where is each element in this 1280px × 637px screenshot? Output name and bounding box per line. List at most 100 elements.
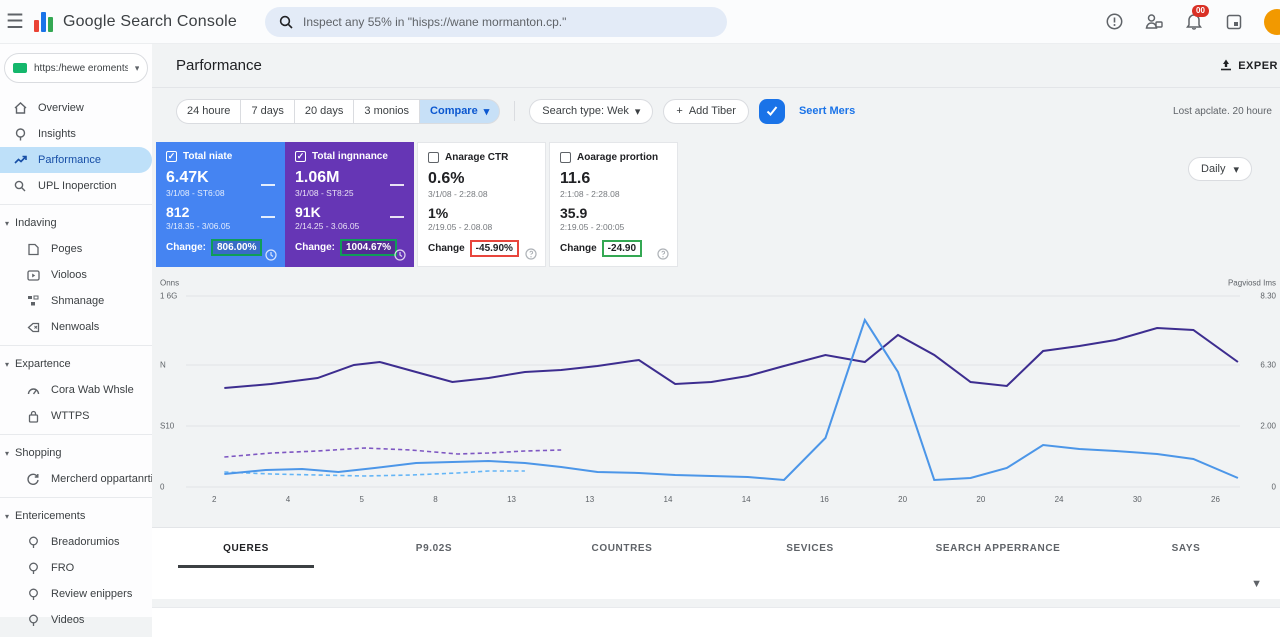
chevron-icon: ▾ xyxy=(5,219,9,228)
sidebar-item-review-snippets[interactable]: Review enippers xyxy=(13,581,152,607)
card-value-secondary: 1% xyxy=(428,205,535,221)
pin-icon xyxy=(26,588,40,601)
search-icon xyxy=(279,15,293,29)
history-icon[interactable] xyxy=(394,249,406,261)
tab-search-appearance[interactable]: SEARCH APPERRANCE xyxy=(904,528,1092,568)
change-value: 1004.67% xyxy=(340,239,397,256)
x-tick: 14 xyxy=(664,495,673,504)
chevron-down-icon[interactable]: ▼ xyxy=(1251,578,1262,590)
card-average-position[interactable]: Aoarage prortion 11.6 2:1:08 - 2:28.08 3… xyxy=(549,142,678,267)
sidebar-item-videos[interactable]: Violoos xyxy=(13,262,152,288)
sidebar-item-overview[interactable]: Overview xyxy=(0,95,152,121)
card-period-secondary: 2:19.05 - 2:00:05 xyxy=(560,222,667,232)
search-type-dropdown[interactable]: Search type: Wek ▾ xyxy=(529,99,653,124)
sidebar-item-url-inspection[interactable]: UPL Inoperction xyxy=(0,173,152,199)
trend-dash-icon xyxy=(390,216,404,218)
y-axis-right-tick: 6.30 xyxy=(1260,361,1276,370)
checkbox-checked-icon[interactable]: ✓ xyxy=(295,151,306,162)
app-title: Google Search Console xyxy=(63,13,237,31)
sidebar-item-label: Insights xyxy=(38,128,76,140)
impressions-previous-line xyxy=(224,448,561,457)
tab-queries[interactable]: QUERES xyxy=(152,528,340,568)
info-icon[interactable] xyxy=(657,248,669,260)
trend-dash-icon xyxy=(261,216,275,218)
granularity-label: Daily xyxy=(1201,163,1225,175)
sidebar-item-removals[interactable]: Nenwoals xyxy=(13,314,152,340)
insights-icon xyxy=(13,128,27,141)
card-period-secondary: 2/14.25 - 3.06.05 xyxy=(295,221,404,231)
top-app-bar: ☰ Google Search Console Inspect any 55% … xyxy=(0,0,1280,44)
notifications-icon[interactable]: 00 xyxy=(1184,12,1204,32)
add-filter-label: Add Tiber xyxy=(689,105,736,117)
sidebar-section-experience[interactable]: ▾ Expartence xyxy=(0,351,152,377)
card-total-impressions[interactable]: ✓Total ingnnance 1.06M 3/1/08 - ST8:25 9… xyxy=(285,142,414,267)
feedback-icon[interactable] xyxy=(1144,12,1164,32)
sidebar-item-faq[interactable]: FRO xyxy=(13,555,152,581)
tab-pages[interactable]: P9.02S xyxy=(340,528,528,568)
card-value-primary: 0.6% xyxy=(428,170,535,188)
tab-countries[interactable]: COUNTRES xyxy=(528,528,716,568)
x-tick: 20 xyxy=(976,495,985,504)
change-label: Change xyxy=(428,243,465,254)
help-icon[interactable] xyxy=(1104,12,1124,32)
checkbox-unchecked-icon[interactable] xyxy=(560,152,571,163)
x-tick: 14 xyxy=(742,495,751,504)
sidebar: https:/hewe eroments... ▾ Overview Insig… xyxy=(0,44,152,617)
divider xyxy=(0,497,152,498)
history-icon[interactable] xyxy=(265,249,277,261)
card-value-secondary: 91K xyxy=(295,204,404,220)
sidebar-item-sitemaps[interactable]: Shmanage xyxy=(13,288,152,314)
sidebar-section-enhancements[interactable]: ▾ Entericements xyxy=(0,503,152,529)
change-label: Change xyxy=(560,243,597,254)
y-axis-left-tick: 0 xyxy=(160,483,164,492)
sidebar-item-insights[interactable]: Insights xyxy=(0,121,152,147)
dimensions-panel: QUERES P9.02S COUNTRES SEVICES SEARCH AP… xyxy=(152,555,1280,617)
sidebar-item-pages[interactable]: Poges xyxy=(13,236,152,262)
home-icon xyxy=(13,102,27,114)
range-3-months-button[interactable]: 3 monios xyxy=(353,99,419,124)
x-tick: 16 xyxy=(820,495,829,504)
property-selector[interactable]: https:/hewe eroments... ▾ xyxy=(4,53,148,83)
lock-icon xyxy=(26,410,40,423)
range-24-hours-button[interactable]: 24 houre xyxy=(176,99,240,124)
sidebar-section-shopping[interactable]: ▾ Shopping xyxy=(0,440,152,466)
sidebar-item-merchant-opportunities[interactable]: Mercherd oppartanrties xyxy=(13,466,152,492)
card-total-clicks[interactable]: ✓Total niate 6.47K 3/1/08 - ST6:08 812 3… xyxy=(156,142,285,267)
sidebar-item-https[interactable]: WTTPS xyxy=(13,403,152,429)
range-28-days-button[interactable]: 20 days xyxy=(294,99,354,124)
filter-toolbar: 24 houre 7 days 20 days 3 monios Compare… xyxy=(176,98,1280,124)
y-axis-left-tick: S10 xyxy=(160,422,174,431)
table-header-row xyxy=(152,607,1280,637)
sidebar-item-core-web-vitals[interactable]: Cora Wab Whsle xyxy=(13,377,152,403)
sidebar-item-label: Videos xyxy=(51,614,84,626)
tab-devices[interactable]: SEVICES xyxy=(716,528,904,568)
sidebar-item-performance[interactable]: Parformance xyxy=(0,147,152,173)
card-average-ctr[interactable]: Anarage CTR 0.6% 3/1/08 - 2:28.08 1% 2/1… xyxy=(417,142,546,267)
checkbox-checked-icon[interactable]: ✓ xyxy=(166,151,177,162)
pin-icon xyxy=(26,614,40,627)
url-inspect-search-bar[interactable]: Inspect any 55% in "hisps://wane mormant… xyxy=(265,7,727,37)
range-7-days-button[interactable]: 7 days xyxy=(240,99,293,124)
chart-plot-area[interactable] xyxy=(186,285,1240,490)
sidebar-item-breadcrumbs[interactable]: Breadorumios xyxy=(13,529,152,555)
sidebar-item-videos-enhancement[interactable]: Videos xyxy=(13,607,152,633)
dimension-tabs: QUERES P9.02S COUNTRES SEVICES SEARCH AP… xyxy=(152,527,1280,568)
saved-filters-link[interactable]: Seert Mers xyxy=(799,105,855,117)
avatar[interactable] xyxy=(1264,9,1280,35)
info-icon[interactable] xyxy=(525,248,537,260)
change-label: Change: xyxy=(166,242,206,253)
tab-dates[interactable]: SAYS xyxy=(1092,528,1280,568)
filter-toggle-button[interactable] xyxy=(759,99,785,124)
sidebar-section-indexing[interactable]: ▾ Indaving xyxy=(0,210,152,236)
apps-icon[interactable] xyxy=(1224,12,1244,32)
checkbox-unchecked-icon[interactable] xyxy=(428,152,439,163)
chevron-down-icon: ▾ xyxy=(484,105,490,118)
granularity-dropdown[interactable]: Daily ▾ xyxy=(1188,157,1252,181)
add-filter-button[interactable]: + Add Tiber xyxy=(663,99,749,124)
plus-icon: + xyxy=(676,105,682,117)
metric-cards: ✓Total niate 6.47K 3/1/08 - ST6:08 812 3… xyxy=(156,142,1280,267)
menu-icon[interactable]: ☰ xyxy=(6,9,24,34)
compare-button[interactable]: Compare▾ xyxy=(419,99,500,124)
export-button[interactable]: EXPER xyxy=(1220,59,1278,72)
sidebar-item-label: Violoos xyxy=(51,269,87,281)
